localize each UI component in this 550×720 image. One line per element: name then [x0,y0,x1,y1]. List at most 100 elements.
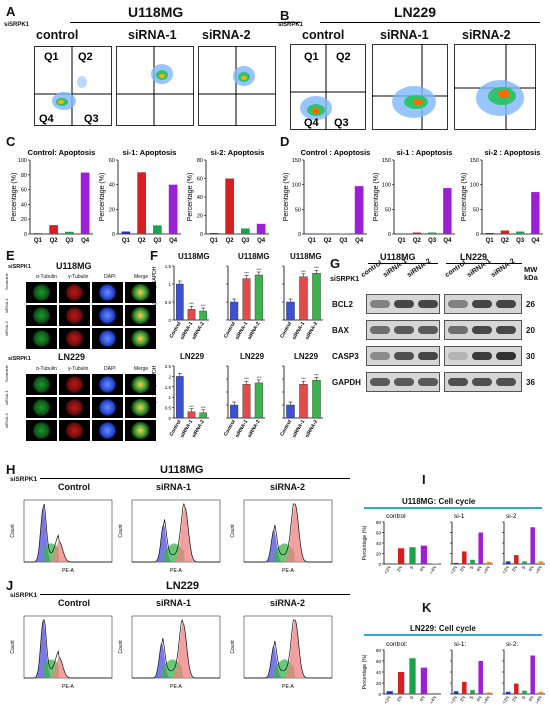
h-cond-sirna2: siRNA-2 [270,482,306,492]
y-tick-label: 0 [476,232,479,238]
blot-band [496,300,516,308]
micrograph-cell [26,374,57,395]
x-tick-label: Q2 [501,238,510,244]
bar [153,225,162,234]
y-tick-label: 0 [378,692,381,697]
bar [242,278,251,321]
blot-band [394,326,414,334]
cell-signal [131,376,150,393]
f-title-6: LN229 [294,352,319,361]
h-cond-sirna1: siRNA-1 [156,482,192,492]
b-cond-control: control [302,28,345,42]
chart-title: si-1: [454,641,466,648]
y-tick-label: 0 [378,562,381,567]
b-cond-sirna1: siRNA-1 [380,28,429,42]
y-tick-label: 80 [21,173,27,179]
cell-signal [65,399,84,416]
y-tick-label: 0.5 [165,406,172,411]
x-tick-label: Q1 [486,238,495,244]
blot-mw-label: 30 [526,352,535,361]
chart-title: si-2 [506,513,517,520]
histogram-frame [23,615,113,679]
micrograph-cell [59,305,90,326]
blot-band [448,352,468,360]
bar [427,232,437,234]
e-header-gtub: γ-Tubulin [68,274,89,280]
micrograph-cell [92,282,123,303]
bar [168,184,178,234]
x-tick-label: >4N [429,695,438,705]
significance-label: *** [201,303,206,308]
bar [230,301,239,321]
f-title-1: U118MG [178,252,210,261]
chart-i-si2: si-2 <2N 2N S 4N >4N [501,513,545,575]
q4-label: Q4 [39,113,55,125]
blot-band [370,326,390,334]
x-axis-label: PE-A [282,568,294,574]
x-tick-label: S [409,695,415,700]
bar [486,561,492,564]
bar [485,233,494,234]
blot-row-label: BAX [332,326,349,335]
j-cond-control: Control [58,598,90,608]
cell-signal [131,284,150,301]
chart-f-l1: mRNA(1×10⁻³)/GAPDH00.511.522.5Control***… [152,364,209,439]
s-phase [244,659,332,678]
chart-f-u1: mRNA(1×10⁻³)/GAPDH00.511.5Control***siRN… [152,264,209,341]
chart-title: si-1 : Apoptosis [397,148,453,157]
s-phase [244,543,332,562]
micrograph-cell [92,374,123,395]
cell-signal [131,330,150,347]
a-cond-control: control [36,28,79,42]
a-cond-sirna1: siRNA-1 [128,28,177,42]
bar [514,555,519,564]
cell-signal [98,422,117,439]
bar [522,690,527,694]
bar [312,380,321,419]
y-axis-label: Count [10,524,16,538]
panel-letter-j: J [6,578,14,593]
significance-label: *** [256,375,261,380]
flow-ln229-sirna2: PE-A Count [230,615,333,690]
blot-row-label: GAPDH [332,378,361,387]
k-title-underline [364,634,542,636]
histogram-outline [24,503,112,563]
bar [386,563,393,564]
chart-i-si1: si-1 <2N 2N S 4N >4N [449,513,493,575]
flow-u118-sirna1: PE-A Count [118,499,221,574]
y-tick-label: 150 [292,158,301,164]
bar [462,681,467,694]
panel-letter-e: E [6,248,15,263]
x-tick-label: <2N [449,565,458,575]
h-underline [40,478,350,479]
x-tick-label: Q1 [308,238,317,244]
blot-row-label: CASP3 [332,352,359,361]
e-row-label: Scramble [4,365,9,382]
y-tick-label: 40 [376,670,382,675]
panel-letter-d: D [280,134,290,149]
panel-letter-i: I [422,472,426,487]
bar [397,548,405,564]
x-tick-label: S [469,695,475,700]
y-tick-label: 2 [168,374,171,379]
y-tick-label: 80 [376,648,382,653]
j-underline [40,594,350,595]
y-axis-label: Percentage (%) [99,173,106,222]
bar [538,691,544,694]
panel-letter-b: B [280,8,290,23]
chart-f-l2: Control***siRNA-1***siRNA-2 [223,365,265,439]
blot-band [370,300,390,308]
x-tick-label: 2N [396,695,403,702]
x-tick-label: Q3 [516,238,525,244]
blot-mw-label: 20 [526,326,535,335]
x-tick-label: 4N [419,695,426,702]
bar [286,301,295,321]
chart-d-si2: si-2 : Apoptosis Percentage (%) 0 50 100 150 Q… [461,148,543,244]
bar [409,658,416,694]
significance-label: *** [201,405,206,410]
facs-plot-ln229-sirna2 [454,44,536,130]
y-tick-label: 1.5 [165,264,172,269]
f-title-2: U118MG [238,252,270,261]
x-tick-label: 2N [459,695,466,702]
q3-label: Q3 [334,117,349,129]
